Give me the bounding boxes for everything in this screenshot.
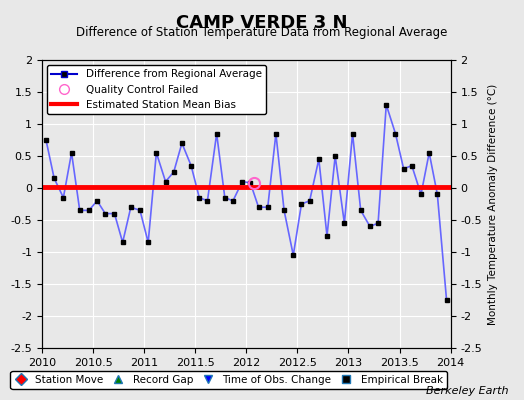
Legend: Difference from Regional Average, Quality Control Failed, Estimated Station Mean: Difference from Regional Average, Qualit… xyxy=(47,65,266,114)
Text: CAMP VERDE 3 N: CAMP VERDE 3 N xyxy=(176,14,348,32)
Text: Difference of Station Temperature Data from Regional Average: Difference of Station Temperature Data f… xyxy=(77,26,447,39)
Text: Berkeley Earth: Berkeley Earth xyxy=(426,386,508,396)
Legend: Station Move, Record Gap, Time of Obs. Change, Empirical Break: Station Move, Record Gap, Time of Obs. C… xyxy=(10,371,447,389)
Y-axis label: Monthly Temperature Anomaly Difference (°C): Monthly Temperature Anomaly Difference (… xyxy=(488,83,498,325)
